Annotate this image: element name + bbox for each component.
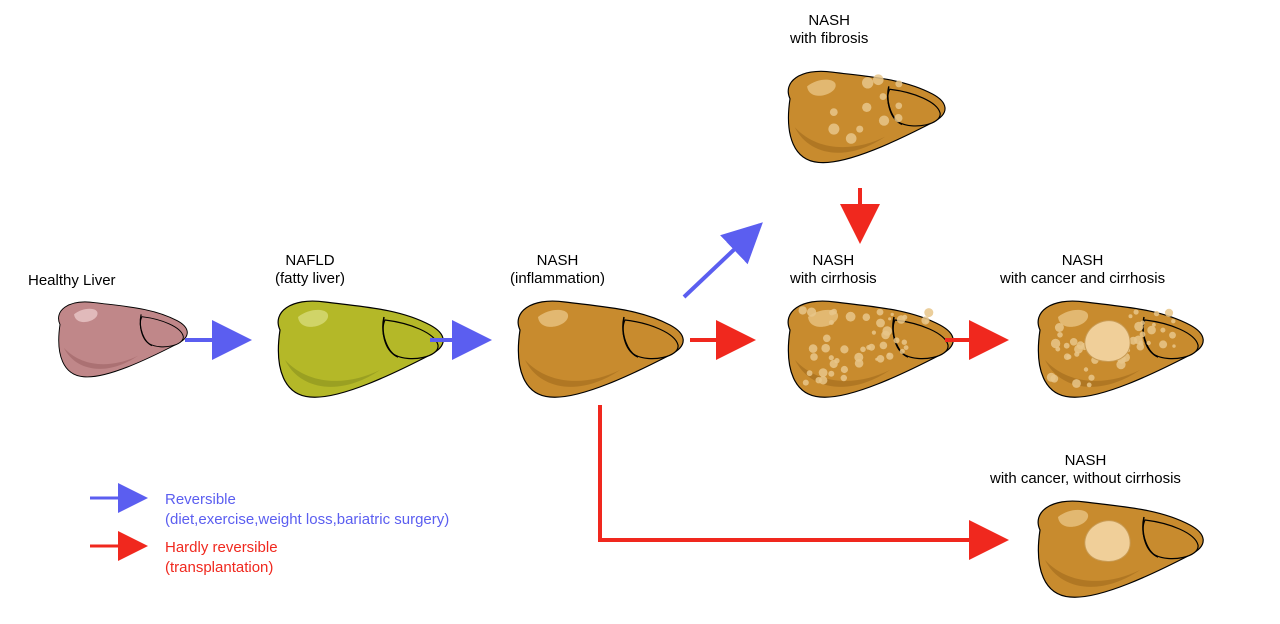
label-cancer_cirr: NASH with cancer and cirrhosis xyxy=(1000,252,1165,288)
legend-text-hardly: Hardly reversible (transplantation) xyxy=(165,538,278,577)
legend-text-reversible: Reversible (diet,exercise,weight loss,ba… xyxy=(165,490,449,529)
label-fibrosis: NASH with fibrosis xyxy=(790,12,868,48)
label-nafld: NAFLD (fatty liver) xyxy=(275,252,345,288)
liver-healthy xyxy=(59,302,188,377)
liver-fibrosis xyxy=(788,71,945,162)
diagram-svg-layer xyxy=(0,0,1280,624)
arrow-nash-cancer_nocirr xyxy=(600,405,1005,540)
label-nash: NASH (inflammation) xyxy=(510,252,605,288)
liver-cancer_nocirr xyxy=(1038,501,1203,597)
liver-nash xyxy=(518,301,683,397)
liver-nafld xyxy=(278,301,443,397)
label-healthy: Healthy Liver xyxy=(28,272,116,290)
arrow-nash-fibrosis xyxy=(684,225,760,297)
liver-cirrhosis xyxy=(788,301,953,397)
label-cirrhosis: NASH with cirrhosis xyxy=(790,252,877,288)
liver-cancer_cirr xyxy=(1038,301,1203,397)
label-cancer_nocirr: NASH with cancer, without cirrhosis xyxy=(990,452,1181,488)
liver-progression-diagram: Healthy Liver NAFLD (fatty liver) NASH (in… xyxy=(0,0,1280,624)
